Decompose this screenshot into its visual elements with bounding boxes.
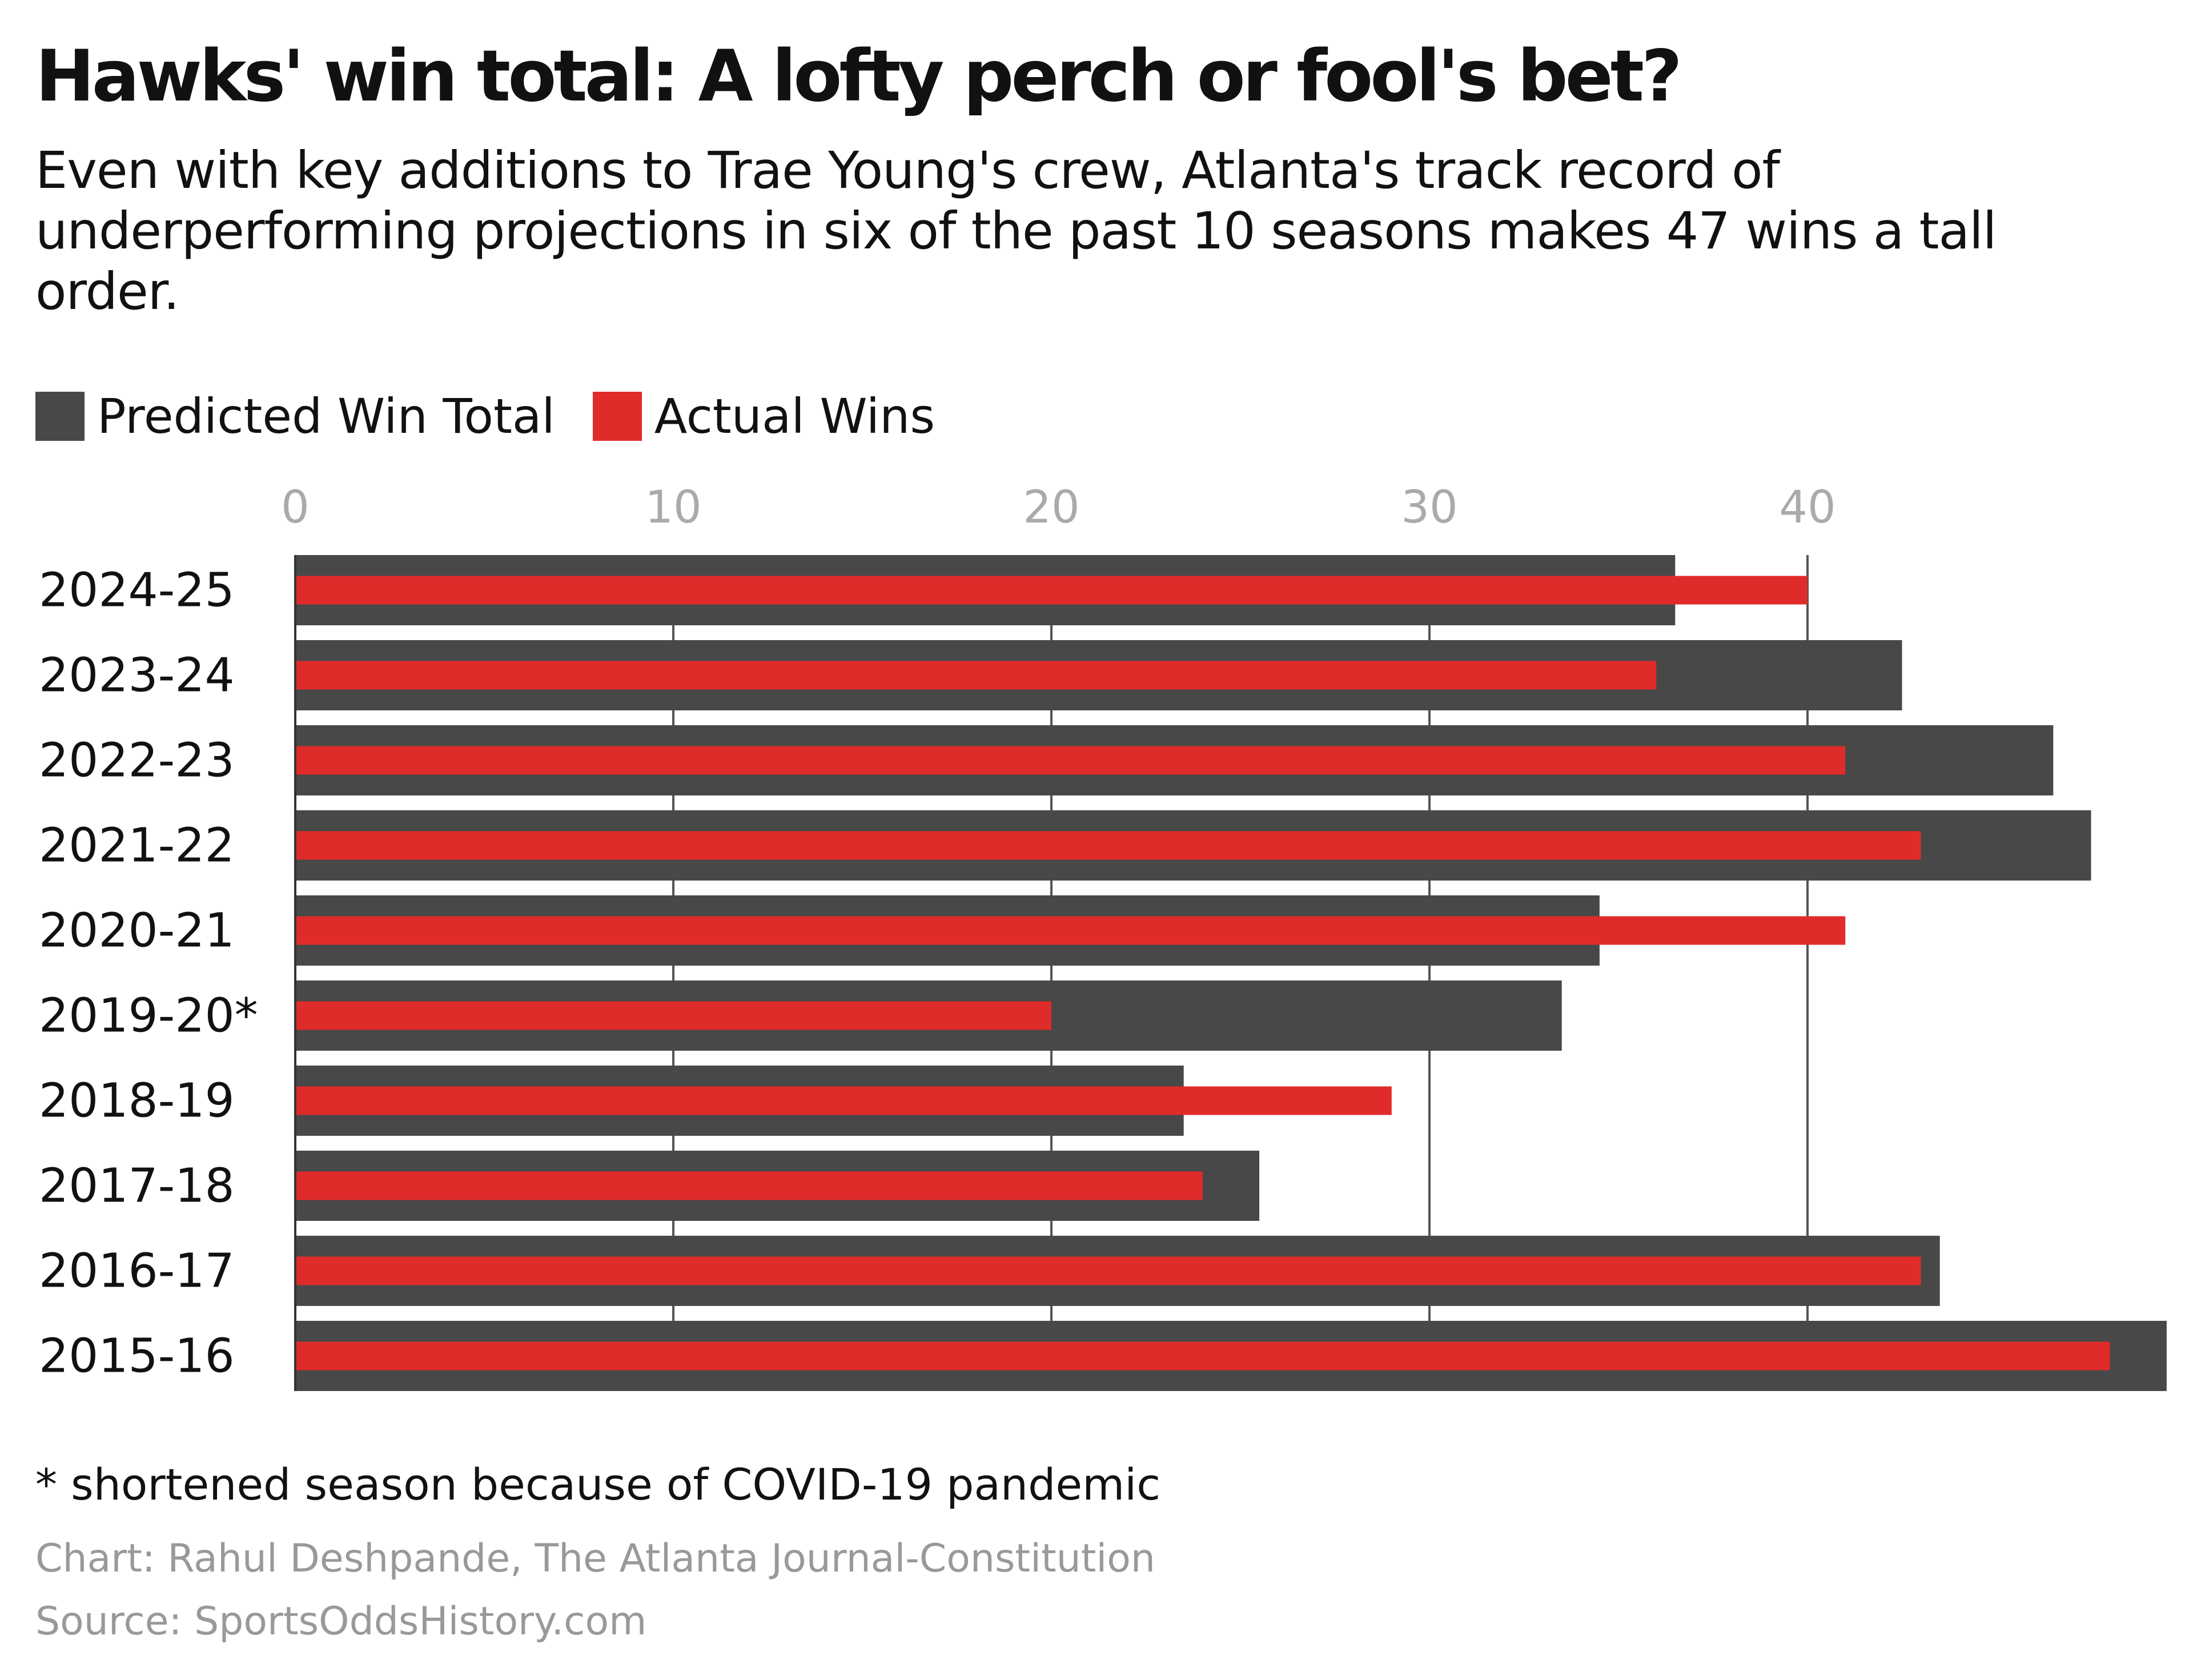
category-label: 2020-21 xyxy=(39,904,235,958)
legend-item-predicted: Predicted Win Total xyxy=(35,388,555,444)
legend-swatch-predicted xyxy=(35,392,85,441)
x-tick-label: 40 xyxy=(1779,482,1835,533)
actual-bar xyxy=(295,1171,1203,1200)
category-label: 2024-25 xyxy=(39,564,235,618)
legend: Predicted Win Total Actual Wins xyxy=(35,388,973,444)
category-label: 2015-16 xyxy=(39,1329,235,1384)
category-label: 2023-24 xyxy=(39,649,235,703)
actual-bar xyxy=(295,1086,1392,1115)
category-label: 2022-23 xyxy=(39,734,235,788)
actual-bar xyxy=(295,576,1808,605)
chart-title: Hawks' win total: A lofty perch or fool'… xyxy=(35,35,1682,118)
actual-bar xyxy=(295,1256,1921,1285)
chart-source: Source: SportsOddsHistory.com xyxy=(35,1599,647,1644)
actual-bar xyxy=(295,1341,2110,1370)
category-label: 2016-17 xyxy=(39,1244,235,1299)
chart-credit: Chart: Rahul Deshpande, The Atlanta Jour… xyxy=(35,1536,1155,1581)
category-label: 2021-22 xyxy=(39,819,235,873)
legend-item-actual: Actual Wins xyxy=(592,388,935,444)
actual-bar xyxy=(295,831,1921,860)
x-tick-label: 30 xyxy=(1401,482,1457,533)
category-label: 2017-18 xyxy=(39,1159,235,1213)
x-tick-label: 20 xyxy=(1023,482,1079,533)
x-tick-label: 0 xyxy=(281,482,310,533)
category-label: 2018-19 xyxy=(39,1074,235,1128)
x-tick-label: 10 xyxy=(645,482,701,533)
legend-label-actual: Actual Wins xyxy=(654,388,935,444)
chart-subtitle: Even with key additions to Trae Young's … xyxy=(35,140,1997,321)
category-label: 2019-20* xyxy=(39,989,258,1043)
actual-bar xyxy=(295,746,1846,775)
actual-bar xyxy=(295,916,1846,945)
actual-bar xyxy=(295,661,1657,690)
legend-swatch-actual xyxy=(592,392,642,441)
legend-label-predicted: Predicted Win Total xyxy=(97,388,555,444)
actual-bar xyxy=(295,1001,1051,1030)
footnote: * shortened season because of COVID-19 p… xyxy=(35,1459,1161,1510)
